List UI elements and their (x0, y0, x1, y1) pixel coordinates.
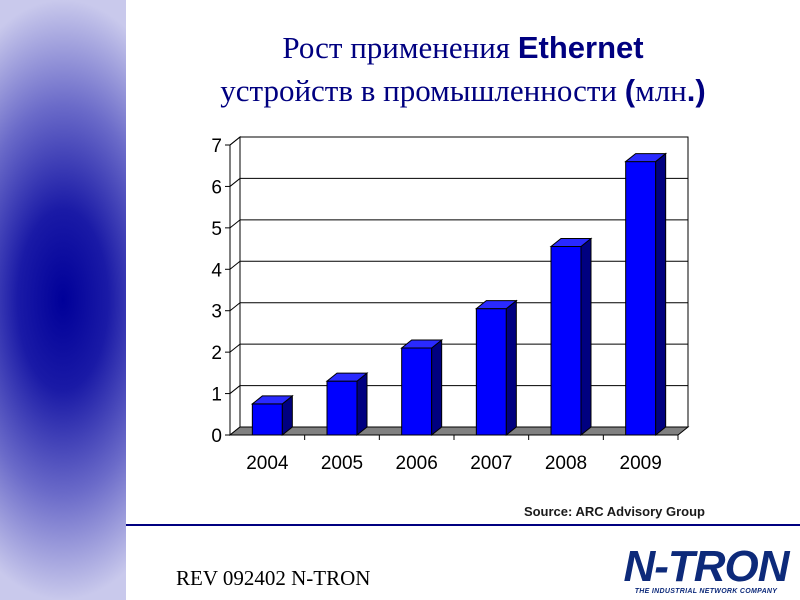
title-unit: млн (635, 73, 687, 108)
x-tick-label: 2006 (396, 453, 438, 474)
revision-label: REV 092402 N-TRON (176, 566, 371, 590)
bar-2007 (474, 299, 518, 437)
gradient-sidebar (0, 0, 126, 600)
y-tick-label: 6 (211, 177, 222, 198)
logo-wordmark: N-TRON (623, 542, 789, 591)
gridline-side (229, 343, 241, 353)
bar-top (474, 300, 518, 310)
chart-floor (228, 426, 690, 436)
bar-front (625, 161, 657, 436)
title-paren-close: .) (686, 73, 706, 108)
title-text-1: Рост применения (282, 30, 518, 65)
y-tick-label: 4 (211, 260, 222, 281)
bar-top (400, 339, 444, 349)
y-tick-label: 3 (211, 302, 222, 323)
chart-grid (229, 135, 689, 437)
chart-back-wall (239, 136, 689, 428)
slide-title: Рост применения Ethernet устройств в про… (126, 26, 800, 112)
source-note: Source: ARC Advisory Group (523, 504, 705, 519)
y-tick-label: 1 (211, 385, 222, 406)
y-tick-labels: 0 1 2 3 4 5 6 7 (211, 136, 222, 447)
ntron-logo: N-TRON THE INDUSTRIAL NETWORK COMPANY (612, 542, 800, 600)
bar-2008 (549, 237, 593, 437)
x-tick-label: 2008 (545, 453, 587, 474)
bar-top (325, 372, 369, 382)
title-line-1: Рост применения Ethernet (126, 26, 800, 69)
y-tick-label: 2 (211, 343, 222, 364)
title-text-2: устройств в промышленности (220, 73, 625, 108)
logo-tagline: THE INDUSTRIAL NETWORK COMPANY (634, 588, 778, 595)
bar-side (505, 299, 517, 437)
x-tick-label: 2005 (321, 453, 363, 474)
bar-2006 (400, 338, 444, 437)
y-tick-label: 0 (211, 426, 222, 447)
bar-top (549, 238, 593, 247)
gridline-side (229, 219, 241, 229)
x-tick-label: 2007 (470, 453, 512, 474)
gridline-side (229, 385, 241, 394)
bar-front (401, 347, 433, 436)
y-tick-label: 5 (211, 219, 222, 240)
gridline-side (229, 302, 241, 312)
gridline-side (229, 136, 241, 146)
bar-front (475, 308, 507, 436)
bar-2005 (325, 372, 369, 437)
chart-bars (250, 152, 668, 437)
title-line-2: устройств в промышленности (млн.) (126, 69, 800, 112)
bar-side (431, 338, 443, 437)
footer-divider (126, 524, 800, 526)
bar-2004 (250, 394, 294, 437)
x-tick-label: 2009 (620, 453, 662, 474)
bar-front (550, 246, 582, 436)
bar-top (250, 395, 294, 405)
title-paren-open: ( (624, 73, 636, 108)
y-tick-label: 7 (211, 136, 222, 157)
x-tick-labels: 2004 2005 2006 2007 2008 2009 (246, 453, 662, 474)
bar-front (326, 380, 358, 436)
title-brand: Ethernet (517, 30, 644, 65)
bar-side (580, 237, 592, 437)
bar-2009 (624, 152, 668, 437)
chart-side-wall (229, 135, 241, 437)
bar-side (356, 372, 368, 437)
x-tick-label: 2004 (246, 453, 289, 474)
gridline-side (229, 260, 241, 270)
bar-front (251, 403, 283, 436)
gridline-side (229, 178, 241, 187)
bar-top (624, 153, 668, 163)
bar-side (655, 152, 667, 437)
